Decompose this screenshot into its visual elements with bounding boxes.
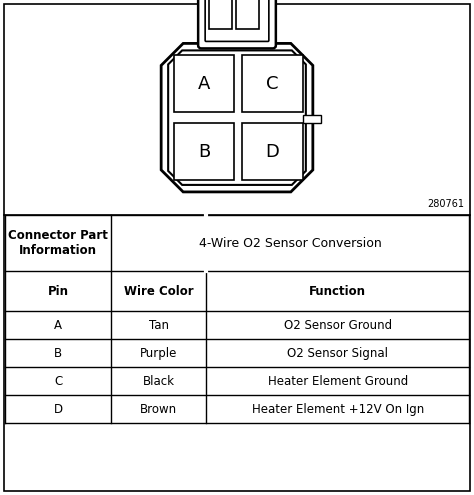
Polygon shape: [168, 50, 306, 185]
Text: Heater Element +12V On Ign: Heater Element +12V On Ign: [252, 403, 424, 416]
Text: D: D: [54, 403, 63, 416]
Text: C: C: [54, 375, 62, 388]
Text: O2 Sensor Ground: O2 Sensor Ground: [283, 319, 392, 332]
Text: C: C: [266, 75, 279, 93]
FancyBboxPatch shape: [205, 0, 269, 42]
Text: Function: Function: [309, 285, 366, 298]
Text: 280761: 280761: [427, 199, 464, 209]
Text: Wire Color: Wire Color: [124, 285, 193, 298]
Bar: [174, 123, 235, 180]
Text: Pin: Pin: [47, 285, 69, 298]
Text: 4-Wire O2 Sensor Conversion: 4-Wire O2 Sensor Conversion: [199, 237, 382, 250]
Bar: [243, 55, 303, 112]
Text: Connector Part
Information: Connector Part Information: [8, 229, 108, 257]
Bar: [303, 115, 321, 123]
Text: O2 Sensor Signal: O2 Sensor Signal: [287, 347, 388, 360]
Text: B: B: [198, 143, 210, 160]
Polygon shape: [161, 44, 313, 192]
Text: B: B: [54, 347, 62, 360]
Text: Tan: Tan: [149, 319, 169, 332]
Text: Heater Element Ground: Heater Element Ground: [268, 375, 408, 388]
Bar: [209, 0, 232, 29]
Bar: [243, 123, 303, 180]
Bar: [174, 55, 235, 112]
Text: Purple: Purple: [140, 347, 177, 360]
Text: Brown: Brown: [140, 403, 177, 416]
FancyBboxPatch shape: [198, 0, 276, 49]
Bar: [236, 0, 259, 29]
Text: Black: Black: [143, 375, 175, 388]
Text: D: D: [266, 143, 280, 160]
Text: A: A: [54, 319, 62, 332]
Text: A: A: [198, 75, 210, 93]
